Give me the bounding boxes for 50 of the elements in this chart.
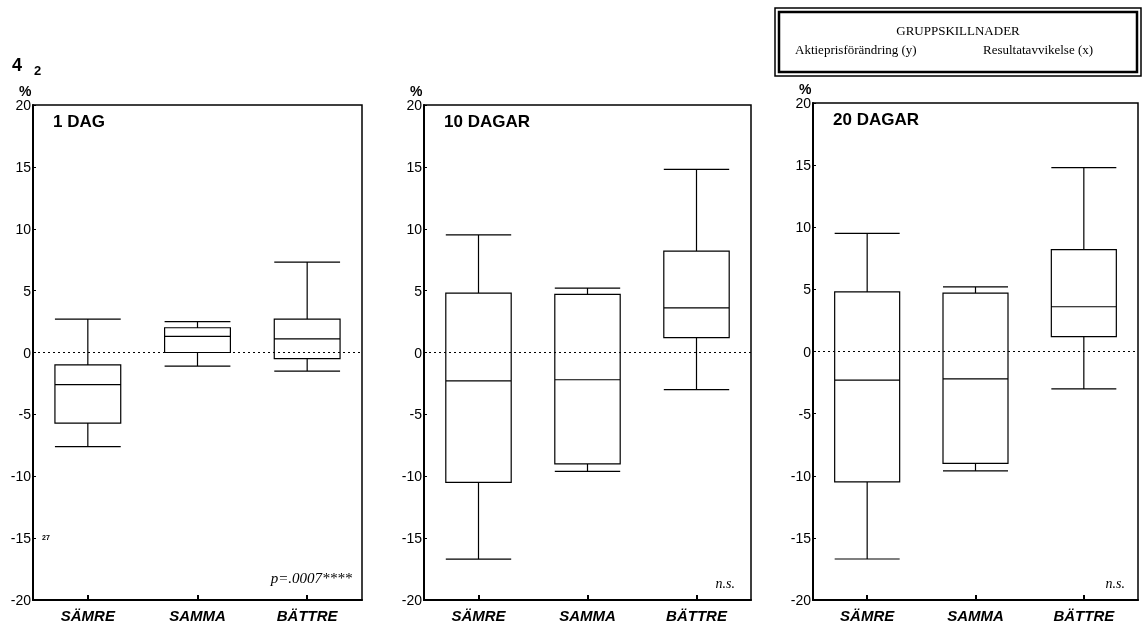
y-tick-label: -5 bbox=[18, 406, 32, 423]
y-tick-label: -10 bbox=[10, 468, 32, 485]
y-tick-label: 15 bbox=[15, 158, 32, 175]
chart-title: 20 DAGAR bbox=[833, 110, 919, 129]
y-tick-label: -5 bbox=[409, 406, 423, 423]
y-tick-label: 20 bbox=[406, 97, 423, 113]
annotation: n.s. bbox=[715, 575, 735, 591]
y-tick-label: 0 bbox=[23, 344, 32, 361]
y-axis-title: % bbox=[799, 81, 812, 98]
y-tick-label: -20 bbox=[790, 592, 812, 608]
text: 4 bbox=[12, 55, 23, 75]
text: Aktieprisförändring (y) bbox=[795, 42, 917, 57]
y-tick-label: 15 bbox=[406, 158, 423, 175]
y-tick-label: 10 bbox=[406, 220, 423, 237]
y-tick-label: 5 bbox=[414, 282, 423, 299]
y-tick-label: -10 bbox=[401, 468, 423, 485]
x-tick-label: SÄMRE bbox=[451, 607, 507, 624]
x-tick-label: SÄMRE bbox=[840, 607, 896, 624]
y-tick-label: -15 bbox=[790, 529, 812, 546]
text: Resultatavvikelse (x) bbox=[983, 42, 1094, 57]
x-tick-label: BÄTTRE bbox=[1053, 607, 1116, 624]
x-tick-label: SÄMRE bbox=[60, 607, 116, 624]
x-tick-label: BÄTTRE bbox=[276, 607, 339, 624]
y-tick-label: -20 bbox=[10, 592, 32, 608]
y-tick-label: 20 bbox=[795, 95, 812, 111]
text: GRUPPSKILLNADER bbox=[896, 23, 1021, 38]
text: 2 bbox=[34, 63, 42, 78]
x-tick-label: SAMMA bbox=[559, 607, 616, 624]
y-tick-label: -20 bbox=[401, 592, 423, 608]
y-axis-title: % bbox=[19, 83, 32, 100]
x-tick-label: BÄTTRE bbox=[666, 607, 728, 624]
y-axis-title: % bbox=[410, 83, 423, 100]
chart-title: 1 DAG bbox=[53, 112, 105, 131]
annotation: n.s. bbox=[1105, 575, 1125, 591]
y-tick-label: -5 bbox=[798, 405, 812, 422]
y-tick-label: -15 bbox=[401, 530, 423, 547]
y-tick-label: 0 bbox=[414, 344, 423, 361]
y-tick-label: 5 bbox=[803, 281, 812, 298]
chart-title: 10 DAGAR bbox=[444, 112, 530, 131]
x-tick-label: SAMMA bbox=[947, 607, 1004, 624]
y-tick-label: 15 bbox=[795, 157, 812, 174]
y-tick-label: 0 bbox=[803, 343, 812, 360]
y-tick-label: 10 bbox=[795, 219, 812, 236]
annotation: p=.0007**** bbox=[269, 569, 353, 586]
y-tick-label: 20 bbox=[15, 97, 32, 113]
y-tick-label: -10 bbox=[790, 467, 812, 484]
y-tick-label: 10 bbox=[15, 220, 32, 237]
y-tick-label: -15 bbox=[10, 530, 32, 547]
y-tick-label: 5 bbox=[23, 282, 32, 299]
x-tick-label: SAMMA bbox=[169, 607, 226, 624]
